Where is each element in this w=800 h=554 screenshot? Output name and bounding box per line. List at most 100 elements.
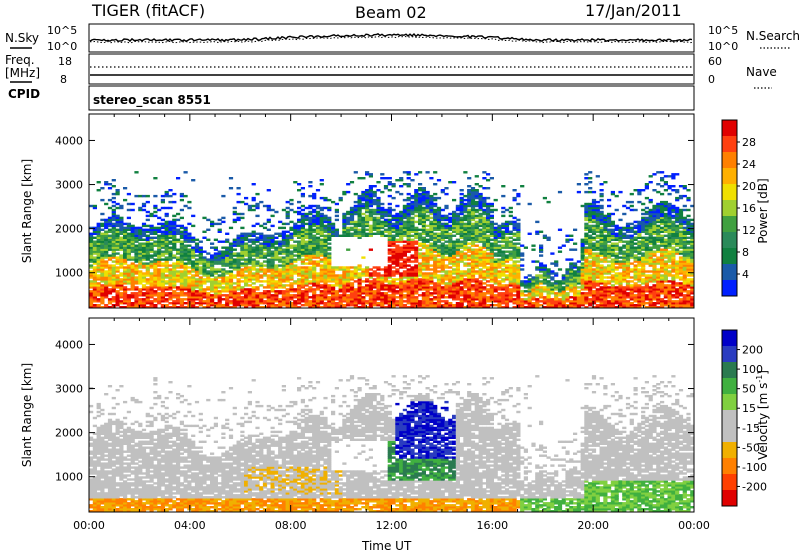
heatmap-cell [436, 240, 442, 243]
heatmap-cell [312, 278, 317, 281]
heatmap-cell [535, 260, 540, 263]
heatmap-cell [376, 206, 381, 210]
heatmap-cell [391, 286, 396, 289]
heatmap-cell [501, 206, 506, 210]
heatmap-cell [217, 302, 222, 305]
heatmap-cell [467, 228, 472, 231]
heatmap-cell [247, 270, 252, 273]
heatmap-cell [433, 256, 438, 259]
heatmap-cell [115, 189, 120, 192]
heatmap-cell [497, 258, 502, 261]
heatmap-cell [240, 234, 245, 237]
heatmap-cell [482, 294, 487, 297]
heatmap-cell [179, 262, 184, 265]
heatmap-cell [425, 262, 430, 265]
heatmap-cell [89, 244, 94, 247]
heatmap-cell [357, 302, 362, 305]
heatmap-cell [372, 222, 377, 226]
heatmap-cell [138, 258, 143, 261]
heatmap-cell [569, 276, 574, 279]
heatmap-cell [452, 224, 457, 228]
heatmap-cell [153, 300, 158, 303]
heatmap-cell [376, 202, 381, 206]
heatmap-cell [247, 298, 252, 301]
heatmap-cell [353, 204, 358, 208]
heatmap-cell [100, 250, 105, 253]
heatmap-cell [304, 272, 309, 275]
heatmap-cell [342, 216, 347, 220]
heatmap-cell [482, 208, 487, 212]
heatmap-cell [474, 175, 479, 178]
heatmap-cell [452, 214, 457, 218]
heatmap-cell [210, 256, 215, 259]
heatmap-cell [115, 258, 120, 261]
heatmap-cell [402, 234, 407, 237]
heatmap-cell [523, 282, 528, 285]
heatmap-cell [557, 190, 563, 194]
heatmap-cell [448, 282, 453, 285]
heatmap-cell [418, 278, 423, 281]
heatmap-cell [92, 272, 97, 275]
heatmap-cell [89, 256, 94, 259]
heatmap-cell [255, 304, 260, 307]
heatmap-cell [191, 256, 196, 259]
heatmap-cell [349, 282, 355, 285]
heatmap-cell [399, 274, 404, 277]
heatmap-cell [550, 292, 555, 295]
heatmap-cell [406, 220, 411, 224]
heatmap-cell [115, 290, 120, 293]
heatmap-cell [448, 258, 453, 261]
heatmap-cell [414, 242, 419, 245]
heatmap-cell [308, 252, 313, 255]
heatmap-cell [433, 242, 438, 245]
heatmap-cell [425, 224, 430, 228]
heatmap-cell [573, 284, 578, 287]
heatmap-cell [323, 238, 328, 241]
heatmap-cell [312, 266, 317, 269]
heatmap-cell [433, 232, 438, 235]
heatmap-cell [448, 292, 453, 295]
heatmap-cell [565, 280, 570, 283]
heatmap-cell [467, 177, 472, 180]
heatmap-cell [520, 298, 525, 301]
heatmap-cell [138, 272, 143, 275]
heatmap-cell [315, 230, 321, 233]
heatmap-cell [516, 222, 521, 226]
heatmap-cell [353, 274, 358, 277]
heatmap-cell [100, 300, 105, 303]
heatmap-cell [104, 248, 109, 251]
heatmap-cell [251, 296, 256, 299]
heatmap-cell [172, 264, 177, 267]
heatmap-cell [247, 250, 252, 253]
heatmap-cell [414, 220, 419, 224]
heatmap-cell [191, 294, 196, 297]
heatmap-cell [111, 298, 116, 301]
heatmap-cell [138, 276, 143, 279]
heatmap-cell [281, 294, 286, 297]
heatmap-cell [312, 300, 317, 303]
heatmap-cell [546, 238, 551, 241]
heatmap-cell [221, 268, 226, 271]
heatmap-cell [357, 266, 362, 269]
heatmap-cell [274, 304, 279, 307]
heatmap-cell [486, 236, 491, 239]
heatmap-cell [312, 268, 317, 271]
heatmap-cell [194, 268, 200, 271]
heatmap-cell [433, 268, 438, 271]
heatmap-cell [410, 276, 415, 279]
heatmap-cell [478, 220, 483, 224]
heatmap-cell [444, 232, 449, 235]
heatmap-cell [512, 256, 517, 259]
heatmap-cell [391, 306, 396, 308]
heatmap-cell [474, 266, 479, 269]
heatmap-cell [576, 290, 581, 293]
heatmap-cell [554, 286, 559, 289]
heatmap-cell [573, 306, 578, 308]
heatmap-cell [361, 292, 366, 295]
heatmap-cell [119, 244, 124, 247]
heatmap-cell [281, 302, 286, 305]
heatmap-cell [232, 274, 237, 277]
heatmap-cell [395, 282, 400, 285]
heatmap-cell [202, 216, 207, 220]
heatmap-cell [406, 248, 411, 251]
